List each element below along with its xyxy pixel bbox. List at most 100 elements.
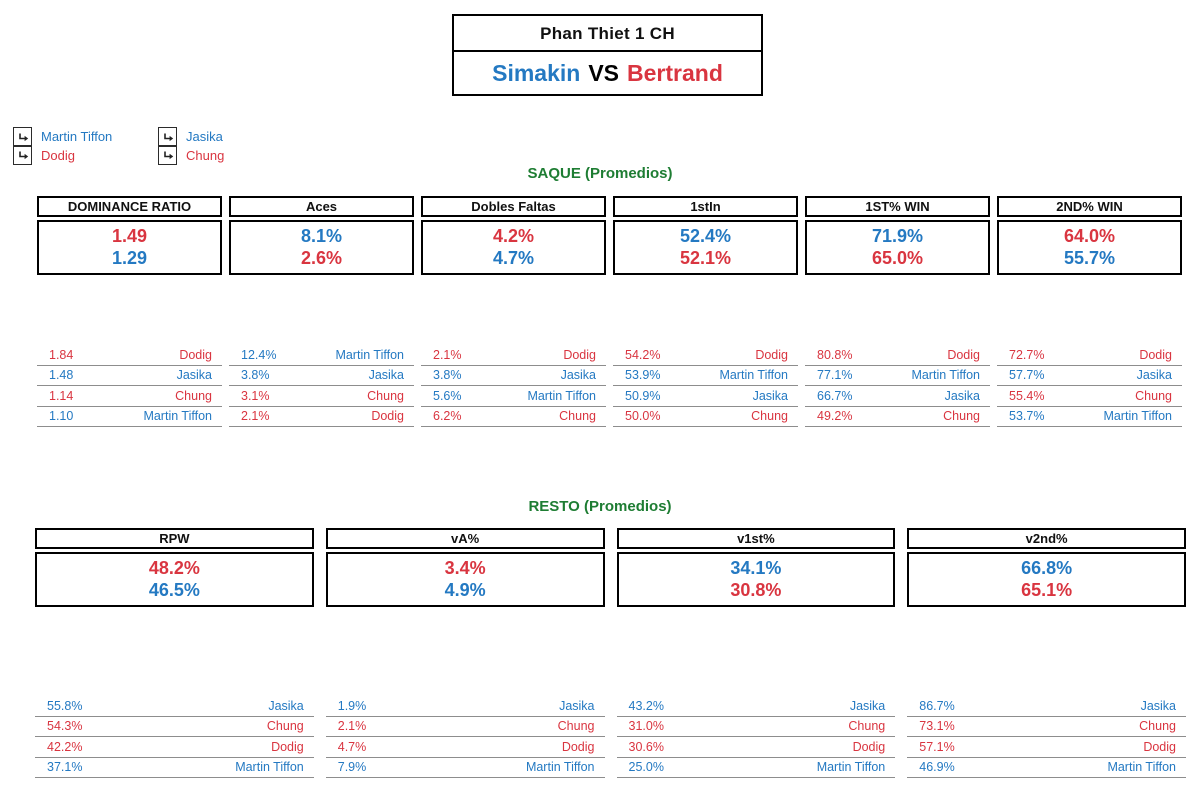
ranking-player: Martin Tiffon — [719, 368, 788, 383]
stat-values: 66.8% 65.1% — [907, 552, 1186, 607]
resto-stats-row: RPW 48.2% 46.5% vA% 3.4% 4.9% v1st% 34.1… — [35, 528, 1186, 607]
stat-box-v2nd: v2nd% 66.8% 65.1% — [907, 528, 1186, 607]
legend-item: Dodig — [13, 145, 112, 165]
stat-values: 4.2% 4.7% — [421, 220, 606, 275]
stat-value-top: 3.4% — [444, 558, 486, 578]
bent-arrow-icon[interactable] — [13, 145, 32, 165]
stat-box-va: vA% 3.4% 4.9% — [325, 528, 605, 607]
stat-label: 1ST% WIN — [805, 196, 990, 217]
player-red-name: Bertrand — [627, 60, 723, 86]
stat-value-top: 1.49 — [111, 226, 148, 246]
ranking-player: Dodig — [947, 347, 980, 362]
legend-item: Martin Tiffon — [13, 127, 112, 146]
ranking-column: 80.8% Dodig 77.1% Martin Tiffon 66.7% Jasika 4… — [805, 345, 990, 427]
stat-values: 8.1% 2.6% — [229, 220, 414, 275]
stat-label: v2nd% — [907, 528, 1186, 549]
ranking-value: 50.0% — [625, 409, 661, 424]
bent-arrow-icon[interactable] — [158, 145, 177, 165]
ranking-column: 1.84 Dodig 1.48 Jasika 1.14 Chung 1.10 Martin T… — [37, 345, 222, 427]
ranking-row: 43.2% Jasika — [616, 696, 896, 717]
stat-value-bottom: 4.7% — [492, 248, 535, 268]
ranking-row: 54.3% Chung — [35, 717, 314, 737]
ranking-value: 7.9% — [337, 760, 367, 775]
stat-value-top: 34.1% — [730, 558, 782, 578]
ranking-row: 50.9% Jasika — [613, 386, 798, 407]
ranking-player: Martin Tiffon — [816, 760, 886, 775]
ranking-value: 55.4% — [1009, 388, 1045, 403]
ranking-row: 77.1% Martin Tiffon — [805, 366, 990, 386]
ranking-row: 72.7% Dodig — [997, 345, 1182, 366]
ranking-player: Martin Tiffon — [335, 347, 404, 362]
resto-rankings-table: 55.8% Jasika 54.3% Chung 42.2% Dodig 37.1% Mart… — [35, 696, 1186, 778]
stat-label: vA% — [325, 528, 605, 549]
stat-value-bottom: 46.5% — [148, 580, 200, 600]
stat-value-bottom: 55.7% — [1063, 248, 1116, 268]
legend-player-name: Dodig — [41, 148, 75, 163]
ranking-value: 54.3% — [47, 719, 83, 734]
ranking-player: Dodig — [852, 739, 886, 754]
saque-rankings-table: 1.84 Dodig 1.48 Jasika 1.14 Chung 1.10 Martin T… — [37, 345, 1182, 427]
ranking-value: 30.6% — [628, 739, 664, 754]
stat-value-bottom: 65.1% — [1021, 580, 1073, 600]
player-blue-name: Simakin — [492, 60, 581, 86]
stat-value-bottom: 52.1% — [679, 248, 732, 268]
stat-value-top: 52.4% — [679, 226, 732, 246]
ranking-value: 72.7% — [1009, 347, 1045, 362]
ranking-row: 46.9% Martin Tiffon — [907, 758, 1186, 778]
ranking-row: 55.4% Chung — [997, 386, 1182, 407]
bent-arrow-icon[interactable] — [158, 127, 177, 146]
ranking-row: 1.48 Jasika — [37, 366, 222, 386]
ranking-column: 86.7% Jasika 73.1% Chung 57.1% Dodig 46.9% Mart… — [907, 696, 1186, 778]
stat-label: RPW — [35, 528, 314, 549]
stat-values: 48.2% 46.5% — [35, 552, 314, 607]
ranking-row: 42.2% Dodig — [35, 737, 314, 758]
stat-value-top: 71.9% — [871, 226, 924, 246]
ranking-player: Dodig — [371, 409, 404, 424]
ranking-value: 4.7% — [337, 739, 367, 754]
ranking-player: Jasika — [268, 698, 304, 713]
legend-player-name: Martin Tiffon — [41, 129, 113, 144]
stat-value-top: 48.2% — [148, 558, 200, 578]
stat-label: 2ND% WIN — [997, 196, 1182, 217]
ranking-value: 73.1% — [919, 719, 955, 734]
ranking-value: 37.1% — [47, 760, 83, 775]
stat-value-bottom: 65.0% — [871, 248, 924, 268]
ranking-player: Martin Tiffon — [527, 388, 596, 403]
ranking-value: 53.9% — [625, 368, 661, 383]
ranking-value: 1.14 — [49, 388, 74, 403]
resto-section-title: RESTO (Promedios) — [528, 498, 672, 515]
ranking-row: 30.6% Dodig — [616, 737, 896, 758]
ranking-player: Jasika — [752, 388, 788, 403]
saque-section-title: SAQUE (Promedios) — [527, 165, 673, 182]
ranking-row: 49.2% Chung — [805, 407, 990, 427]
stat-value-top: 4.2% — [492, 226, 535, 246]
ranking-row: 54.2% Dodig — [613, 345, 798, 366]
ranking-player: Jasika — [1136, 368, 1172, 383]
ranking-row: 2.1% Dodig — [421, 345, 606, 366]
ranking-value: 53.7% — [1009, 409, 1045, 424]
stat-value-bottom: 4.9% — [444, 580, 486, 600]
ranking-value: 54.2% — [625, 347, 661, 362]
ranking-value: 5.6% — [433, 388, 462, 403]
ranking-row: 50.0% Chung — [613, 407, 798, 427]
ranking-value: 1.48 — [49, 368, 74, 383]
ranking-player: Dodig — [563, 347, 596, 362]
ranking-value: 3.1% — [241, 388, 270, 403]
ranking-value: 2.1% — [433, 347, 462, 362]
ranking-player: Jasika — [1140, 698, 1176, 713]
stat-label: Dobles Faltas — [421, 196, 606, 217]
ranking-player: Dodig — [1139, 347, 1172, 362]
ranking-player: Chung — [1139, 719, 1176, 734]
bent-arrow-icon[interactable] — [13, 127, 32, 146]
ranking-value: 1.9% — [337, 698, 367, 713]
ranking-row: 57.7% Jasika — [997, 366, 1182, 386]
stat-box-aces: Aces 8.1% 2.6% — [229, 196, 414, 275]
ranking-row: 53.9% Martin Tiffon — [613, 366, 798, 386]
ranking-value: 42.2% — [47, 739, 83, 754]
stat-value-top: 66.8% — [1021, 558, 1073, 578]
stat-box-rpw: RPW 48.2% 46.5% — [35, 528, 314, 607]
stat-value-top: 8.1% — [300, 226, 343, 246]
stat-box-1st-win: 1ST% WIN 71.9% 65.0% — [805, 196, 990, 275]
ranking-player: Jasika — [849, 698, 886, 713]
ranking-value: 43.2% — [628, 698, 664, 713]
